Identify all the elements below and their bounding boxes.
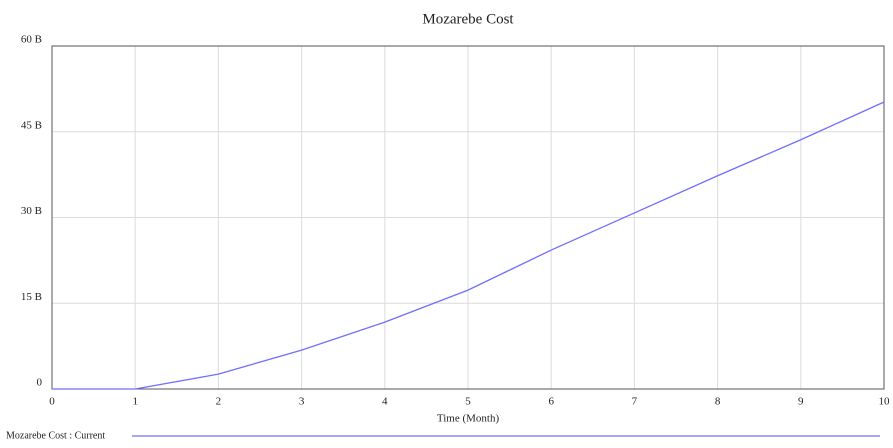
x-tick-label: 8: [715, 396, 721, 408]
x-tick-label: 7: [632, 396, 638, 408]
y-tick-label: 60 B: [21, 34, 42, 46]
y-tick-label: 30 B: [21, 205, 42, 217]
x-tick-label: 0: [49, 396, 55, 408]
chart: Mozarebe Cost Time (Month) 0 15 B 30 B 45 B…: [0, 0, 893, 448]
x-tick-label: 1: [132, 396, 138, 408]
y-tick-label: 45 B: [21, 119, 42, 131]
x-tick-label: 4: [382, 396, 388, 408]
x-axis-label: Time (Month): [437, 413, 500, 425]
x-tick-label: 6: [548, 396, 554, 408]
y-tick-label: 0: [37, 377, 43, 389]
x-tick-label: 9: [798, 396, 804, 408]
x-tick-label: 5: [465, 396, 471, 408]
y-tick-label: 15 B: [21, 291, 42, 303]
chart-title: Mozarebe Cost: [422, 11, 514, 27]
x-tick-label: 10: [879, 396, 891, 408]
x-tick-label: 2: [216, 396, 222, 408]
x-tick-label: 3: [299, 396, 305, 408]
legend-label: Mozarebe Cost : Current: [6, 430, 105, 441]
